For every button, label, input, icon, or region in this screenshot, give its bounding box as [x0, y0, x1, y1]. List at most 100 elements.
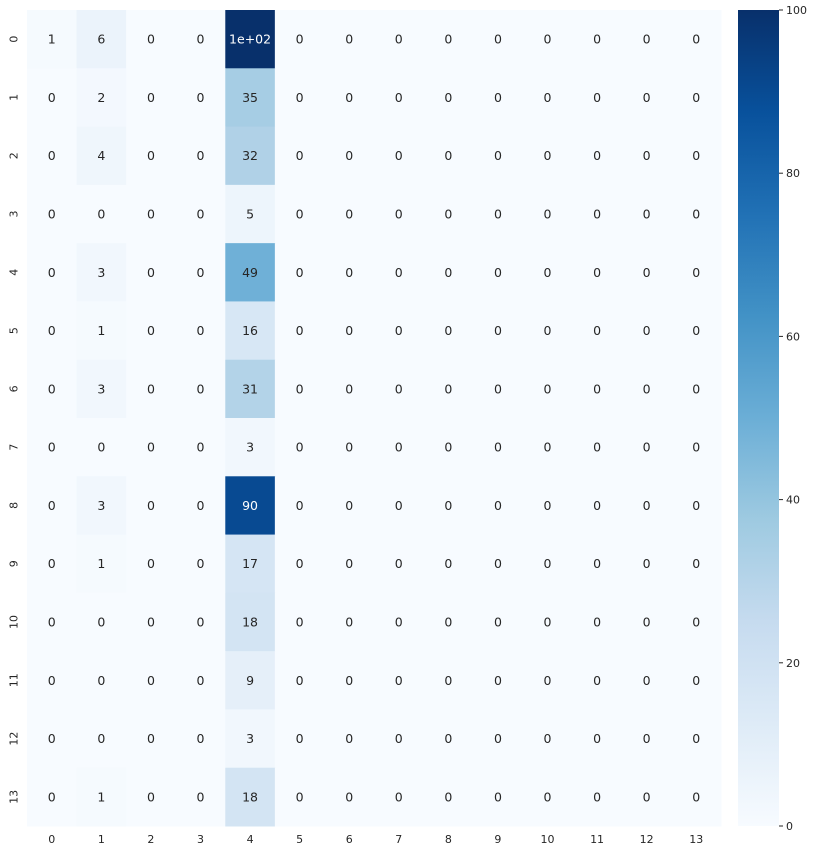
cell-annotation: 0 — [593, 207, 601, 222]
cell-annotation: 0 — [197, 556, 205, 571]
heatmap-cell — [76, 184, 127, 244]
cell-annotation: 0 — [296, 265, 304, 280]
cell-annotation: 49 — [242, 265, 258, 280]
cell-annotation: 0 — [593, 148, 601, 163]
cell-annotation: 0 — [296, 615, 304, 630]
heatmap-cell — [126, 301, 177, 361]
heatmap-cell — [374, 243, 425, 302]
cell-annotation: 0 — [296, 440, 304, 455]
heatmap-cell — [76, 68, 127, 128]
cell-annotation: 0 — [395, 556, 403, 571]
heatmap-cell — [274, 243, 325, 302]
cell-annotation: 0 — [345, 265, 353, 280]
cell-annotation: 0 — [147, 90, 155, 105]
cell-annotation: 0 — [444, 498, 452, 513]
cell-annotation: 0 — [494, 673, 502, 688]
cell-annotation: 0 — [692, 381, 700, 396]
cell-annotation: 0 — [494, 440, 502, 455]
cell-annotation: 0 — [395, 789, 403, 804]
cell-annotation: 0 — [593, 323, 601, 338]
cell-annotation: 0 — [692, 207, 700, 222]
heatmap-cell — [27, 651, 78, 710]
x-tick-label: 5 — [296, 833, 303, 846]
cell-annotation: 0 — [444, 265, 452, 280]
cell-annotation: 0 — [593, 673, 601, 688]
cell-annotation: 0 — [296, 90, 304, 105]
heatmap-cell — [374, 126, 425, 186]
cell-annotation: 0 — [197, 90, 205, 105]
cell-annotation: 0 — [345, 148, 353, 163]
cell-annotation: 0 — [147, 556, 155, 571]
cell-annotation: 0 — [345, 381, 353, 396]
cell-annotation: 0 — [692, 615, 700, 630]
cell-annotation: 0 — [494, 90, 502, 105]
cell-annotation: 0 — [643, 207, 651, 222]
heatmap-cell — [423, 184, 474, 244]
cell-annotation: 0 — [296, 556, 304, 571]
x-tick-label: 13 — [689, 833, 703, 846]
heatmap-cell — [76, 243, 127, 302]
heatmap-cell — [225, 476, 276, 536]
heatmap-cell — [324, 651, 375, 710]
heatmap-cell — [572, 126, 623, 186]
heatmap-cell — [76, 476, 127, 536]
cell-annotation: 0 — [197, 323, 205, 338]
cell-annotation: 0 — [296, 673, 304, 688]
heatmap-cell — [423, 126, 474, 186]
heatmap-cell — [324, 10, 375, 69]
heatmap-cell — [126, 592, 177, 652]
cell-annotation: 0 — [345, 440, 353, 455]
heatmap-cell — [225, 126, 276, 186]
heatmap-cell — [621, 126, 672, 186]
cell-annotation: 0 — [544, 789, 552, 804]
heatmap-cell — [175, 592, 226, 652]
cell-annotation: 0 — [692, 323, 700, 338]
heatmap-cell — [572, 709, 623, 769]
cell-annotation: 0 — [147, 615, 155, 630]
cell-annotation: 0 — [494, 323, 502, 338]
heatmap-cell — [175, 651, 226, 710]
y-tick-label: 4 — [8, 269, 21, 276]
cell-annotation: 0 — [494, 731, 502, 746]
cell-annotation: 4 — [97, 148, 105, 163]
cell-annotation: 0 — [147, 498, 155, 513]
cell-annotation: 0 — [444, 440, 452, 455]
cell-annotation: 0 — [593, 32, 601, 47]
heatmap-cell — [27, 68, 78, 128]
cell-annotation: 0 — [147, 323, 155, 338]
heatmap-cell — [572, 10, 623, 69]
y-tick-label: 2 — [8, 152, 21, 159]
cell-annotation: 0 — [544, 148, 552, 163]
y-tick-label: 10 — [8, 615, 21, 629]
heatmap-cell — [324, 243, 375, 302]
y-tick-label: 5 — [8, 327, 21, 334]
heatmap-cell — [423, 243, 474, 302]
cell-annotation: 0 — [147, 381, 155, 396]
heatmap-cell — [473, 68, 524, 128]
heatmap-cell — [274, 476, 325, 536]
colorbar-tick-label: 80 — [786, 167, 800, 180]
cell-annotation: 0 — [544, 673, 552, 688]
heatmap-cell — [175, 301, 226, 361]
heatmap-cell — [175, 767, 226, 827]
cell-annotation: 0 — [643, 440, 651, 455]
heatmap-cell — [522, 709, 573, 769]
cell-annotation: 0 — [147, 440, 155, 455]
colorbar-tick-label: 20 — [786, 657, 800, 670]
cell-annotation: 0 — [444, 556, 452, 571]
heatmap-cell — [175, 476, 226, 536]
x-tick-label: 10 — [541, 833, 555, 846]
cell-annotation: 0 — [494, 556, 502, 571]
cell-annotation: 6 — [97, 32, 105, 47]
y-tick-label: 12 — [8, 732, 21, 746]
cell-annotation: 0 — [97, 615, 105, 630]
heatmap-cell — [423, 359, 474, 419]
cell-annotation: 35 — [242, 90, 258, 105]
heatmap-cell — [671, 767, 722, 827]
cell-annotation: 0 — [692, 440, 700, 455]
x-tick-label: 9 — [494, 833, 501, 846]
cell-annotation: 0 — [643, 615, 651, 630]
cell-annotation: 0 — [444, 789, 452, 804]
cell-annotation: 0 — [593, 615, 601, 630]
cell-annotation: 0 — [395, 32, 403, 47]
